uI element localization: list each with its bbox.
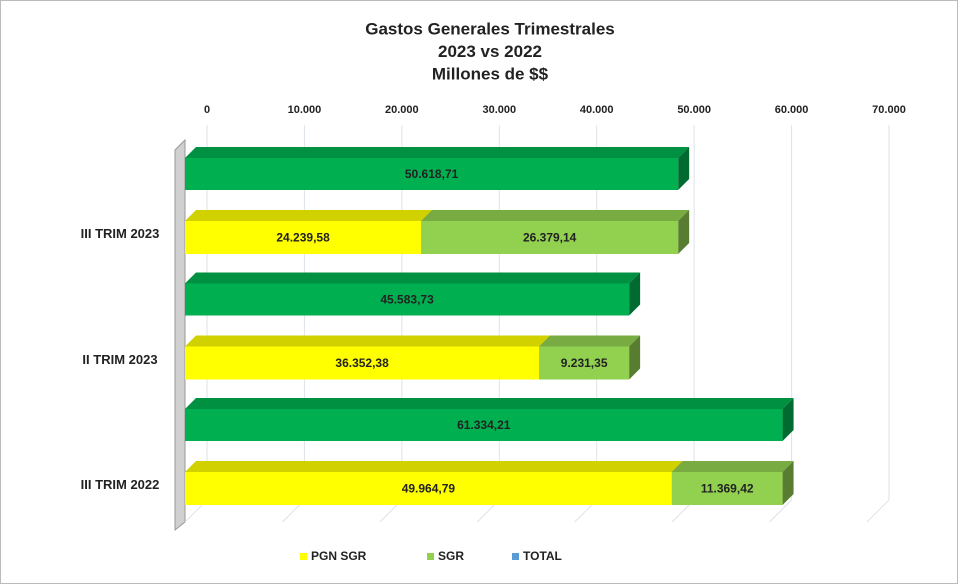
legend-label: PGN SGR [311, 549, 367, 563]
x-tick-label: 10.000 [288, 104, 322, 116]
bar-side [629, 335, 641, 380]
bar-side [629, 272, 641, 316]
legend-label: SGR [438, 549, 464, 563]
left-wall [174, 138, 186, 532]
floor-line [769, 499, 792, 523]
data-label: 9.231,35 [561, 356, 608, 370]
bar-top [185, 398, 794, 409]
y-tick-label: III TRIM 2023 [80, 226, 160, 241]
bar [421, 221, 679, 254]
data-label: 50.618,71 [405, 167, 459, 181]
bar-top [421, 210, 690, 221]
bar-top [539, 335, 641, 347]
data-label: 61.334,21 [457, 418, 511, 432]
bar-top [185, 335, 551, 347]
x-tick-label: 0 [204, 104, 210, 116]
data-label: 11.369,42 [701, 482, 754, 496]
bar-side [782, 461, 794, 505]
bar [185, 346, 540, 380]
legend-swatch [300, 553, 307, 560]
legend-swatch [512, 553, 519, 560]
legend-label: TOTAL [523, 549, 562, 563]
bar-side [678, 147, 690, 190]
bar [185, 221, 422, 254]
chart-title: Gastos Generales Trimestrales [365, 19, 614, 38]
data-label: 26.379,14 [523, 231, 577, 245]
bar [671, 472, 783, 505]
legend-swatch [427, 553, 434, 560]
y-tick-label: II TRIM 2023 [82, 351, 158, 367]
bar [185, 283, 630, 316]
bar-top [185, 272, 641, 284]
y-tick-label: III TRIM 2022 [80, 477, 160, 492]
x-tick-label: 20.000 [385, 104, 419, 116]
floor-line [866, 499, 890, 523]
bar [185, 409, 783, 441]
bar-side [782, 398, 794, 441]
x-tick-label: 30.000 [482, 104, 516, 116]
x-tick-label: 70.000 [872, 104, 906, 116]
bar [539, 346, 630, 380]
chart-title: 2023 vs 2022 [438, 42, 542, 61]
data-label: 49.964,79 [402, 482, 456, 496]
bar [185, 158, 679, 190]
chart-title: Millones de $$ [432, 64, 549, 83]
bar-side [678, 210, 690, 254]
bar-top [185, 210, 433, 221]
data-label: 24.239,58 [276, 231, 330, 245]
data-label: 45.583,73 [380, 293, 434, 307]
bar-top [185, 461, 683, 472]
x-tick-label: 40.000 [580, 104, 614, 116]
bar-top [185, 147, 690, 158]
bar-top [671, 461, 794, 472]
data-label: 36.352,38 [335, 356, 389, 370]
x-tick-label: 50.000 [677, 104, 711, 116]
x-tick-label: 60.000 [775, 104, 809, 116]
bar [185, 472, 672, 505]
